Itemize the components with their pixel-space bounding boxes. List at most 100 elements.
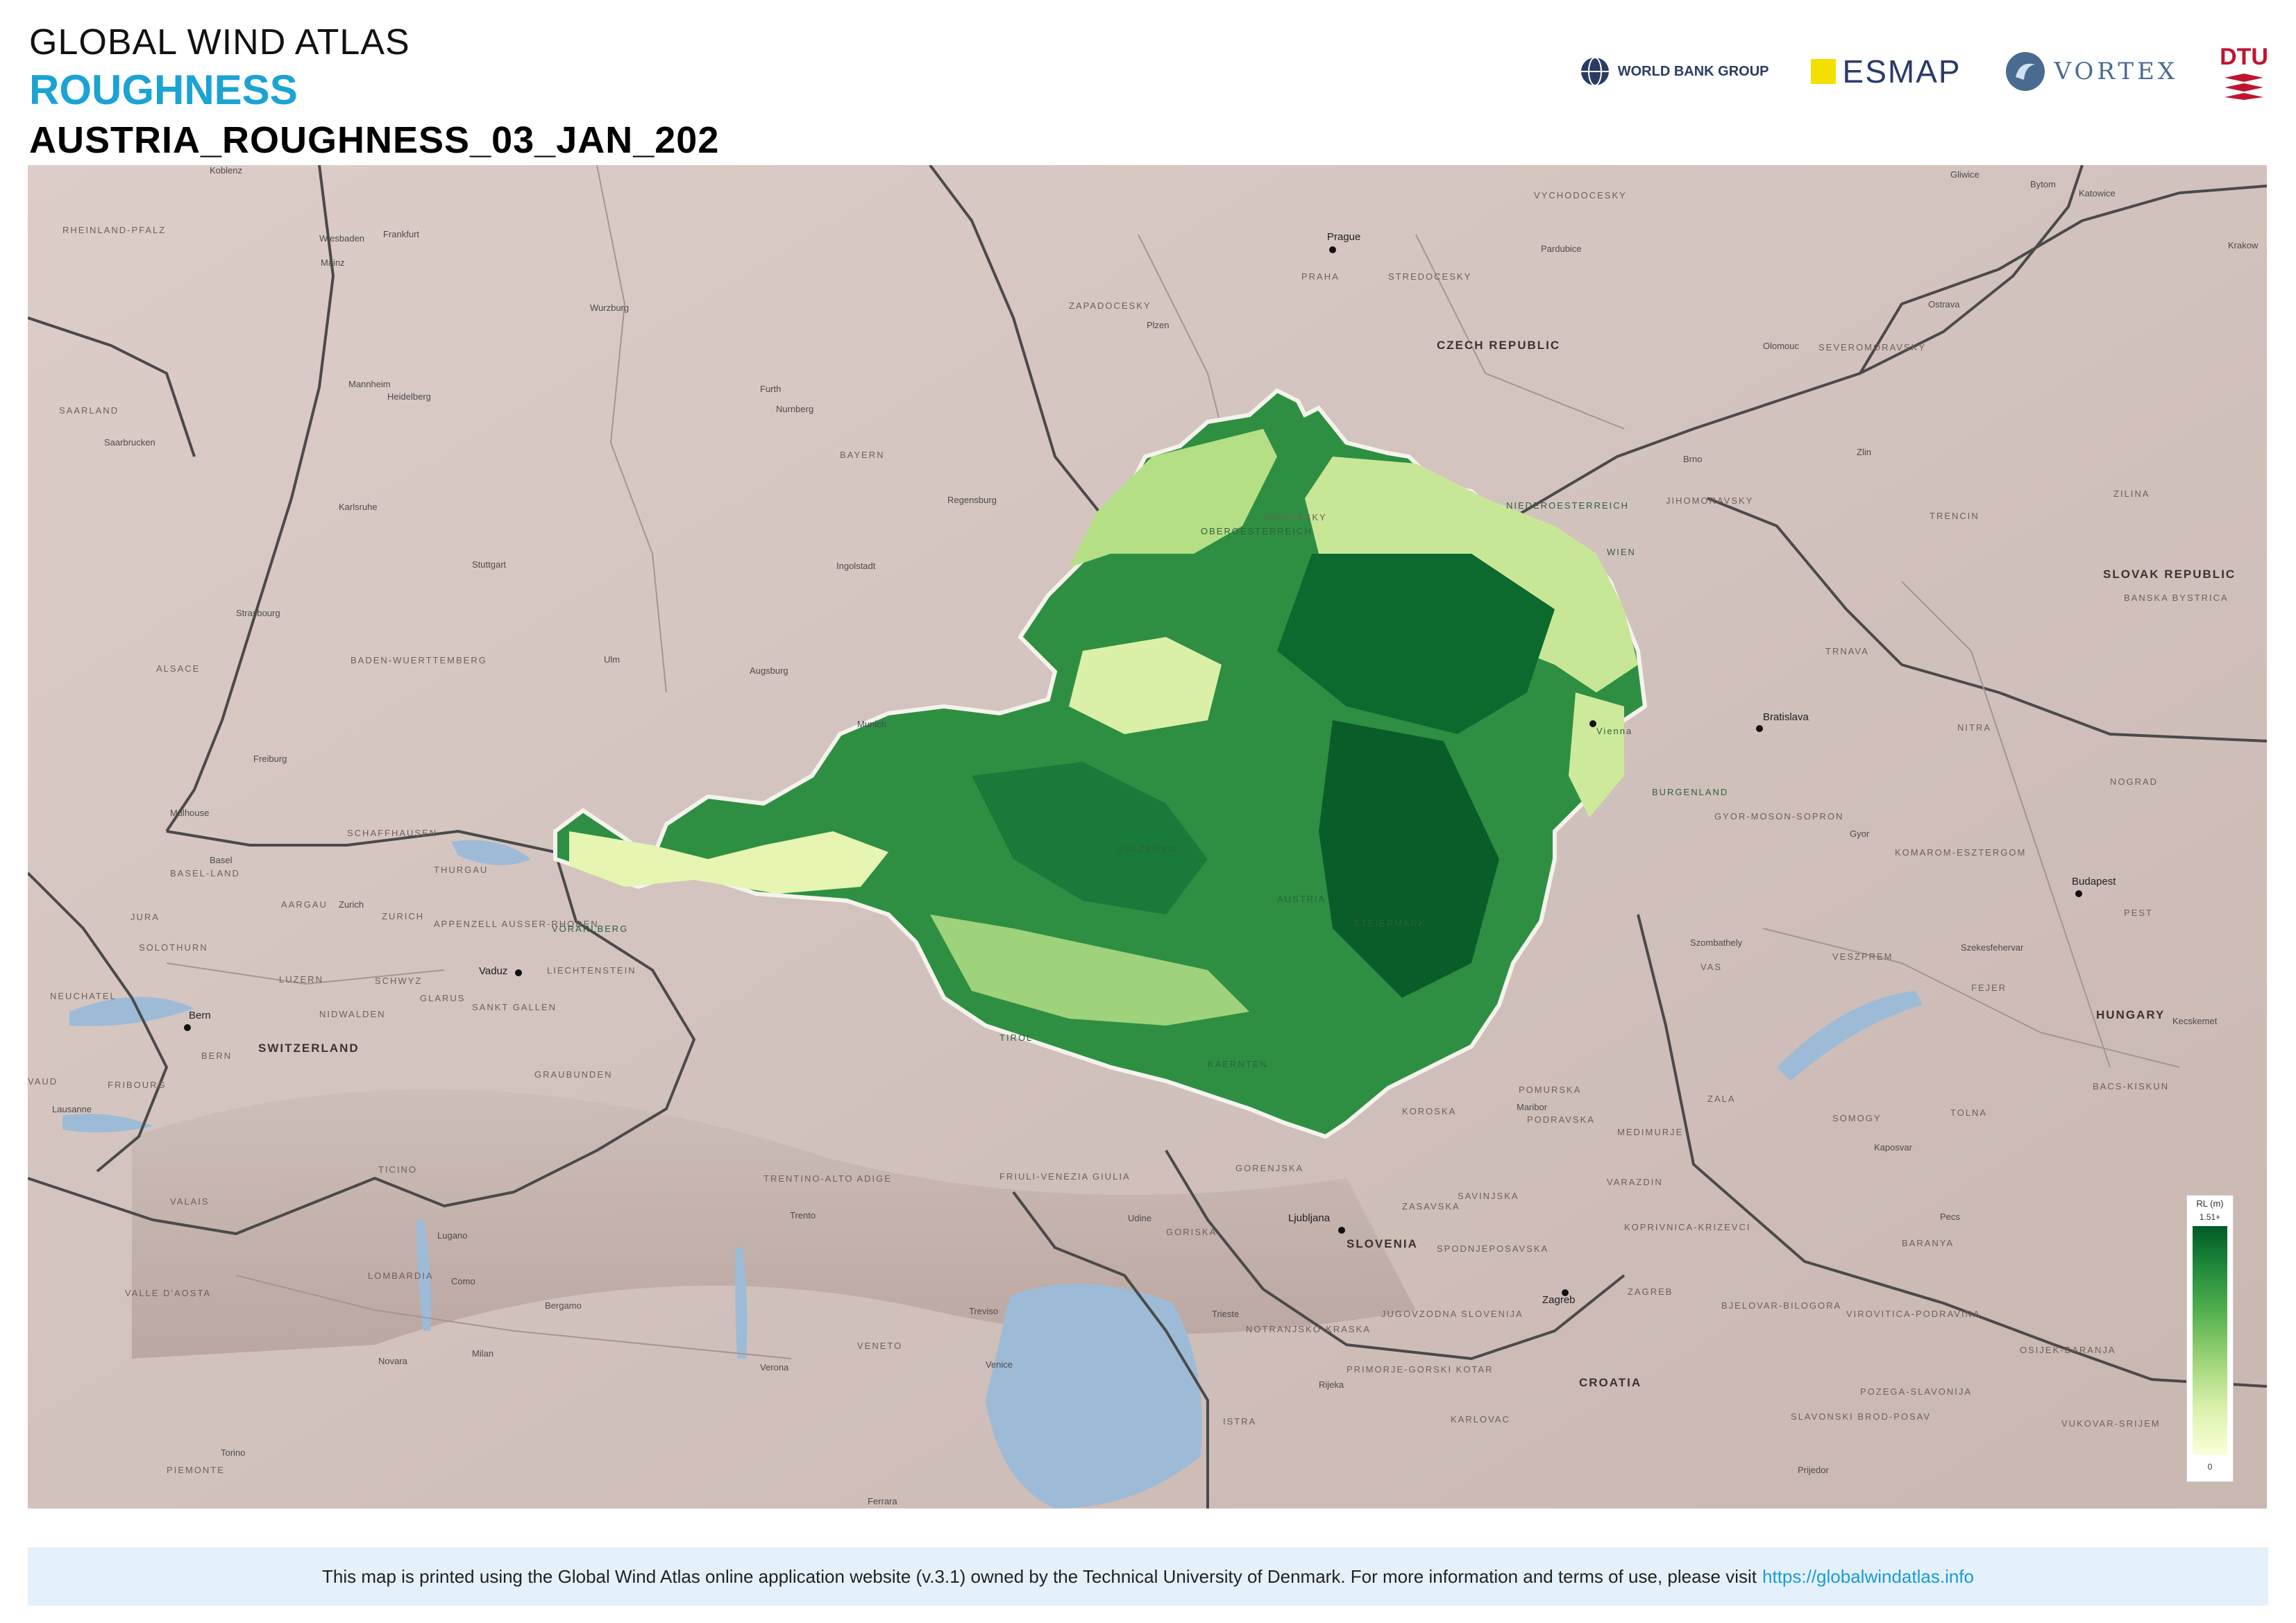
esmap-logo: ESMAP (1810, 53, 1961, 90)
label-rheinland-pfalz: RHEINLAND-PFALZ (62, 225, 166, 235)
label-virovitica-podravina: VIROVITICA-PODRAVINA (1846, 1309, 1981, 1319)
label-steiermark: STEIERMARK (1353, 918, 1426, 928)
label-szekesfehervar: Szekesfehervar (1961, 942, 2024, 953)
label-mannheim: Mannheim (348, 379, 391, 389)
marker-bern (184, 1024, 191, 1031)
label-severomoravsky: SEVEROMORAVSKY (1818, 342, 1926, 352)
label-vaduz: Vaduz (479, 965, 507, 977)
label-pardubice: Pardubice (1541, 244, 1582, 254)
label-plzen: Plzen (1147, 320, 1170, 330)
label-nurnberg: Nurnberg (776, 404, 813, 414)
label-augsburg: Augsburg (750, 665, 788, 676)
vortex-swirl-icon (2005, 52, 2045, 91)
label-oberoesterreich: OBEROESTERREICH (1201, 526, 1312, 536)
lux-border (28, 316, 196, 457)
label-vorarlberg: VORARLBERG (552, 924, 628, 934)
capital-markers (184, 246, 2082, 1296)
label-spodnjeposavska: SPODNJEPOSAVSKA (1437, 1243, 1548, 1254)
carinthia-valleys (930, 915, 1249, 1026)
label-bern-canton: BERN (201, 1051, 232, 1061)
app-title: GLOBAL WIND ATLAS (29, 22, 410, 62)
austria-roughness-layer (553, 388, 1648, 1139)
label-jihomoravsky: JIHOMORAVSKY (1666, 495, 1753, 506)
label-slovak-republic: SLOVAK REPUBLIC (2103, 568, 2236, 581)
label-osijek-baranja: OSIJEK-BARANJA (2020, 1345, 2116, 1355)
label-varazdin: VARAZDIN (1607, 1177, 1663, 1187)
label-praha: PRAHA (1301, 271, 1340, 282)
label-graubunden: GRAUBUNDEN (534, 1069, 612, 1080)
label-bytom: Bytom (2030, 179, 2056, 189)
footer-link[interactable]: https://globalwindatlas.info (1762, 1565, 1974, 1587)
label-prague: Prague (1327, 231, 1360, 243)
label-koblenz: Koblenz (210, 165, 242, 176)
label-koprivnica-krizevci: KOPRIVNICA-KRIZEVCI (1624, 1222, 1750, 1232)
label-maribor: Maribor (1517, 1102, 1548, 1112)
label-aargau: AARGAU (281, 899, 328, 910)
france-germany-border (165, 165, 335, 833)
label-wurzburg: Wurzburg (590, 303, 629, 313)
label-savinjska: SAVINJSKA (1458, 1191, 1519, 1201)
label-freiburg: Freiburg (253, 754, 287, 764)
world-bank-text: WORLD BANK GROUP (1617, 63, 1769, 79)
label-jihocesky: JIHOCESKY (1263, 512, 1327, 522)
label-mulhouse: Mulhouse (170, 808, 209, 818)
label-somogy: SOMOGY (1832, 1113, 1882, 1123)
label-bergamo: Bergamo (545, 1300, 582, 1311)
label-pecs: Pecs (1940, 1212, 1960, 1222)
label-zagreb: Zagreb (1542, 1294, 1576, 1306)
header: GLOBAL WIND ATLAS ROUGHNESS AUSTRIA_ROUG… (29, 21, 719, 164)
label-austria: AUSTRIA (1277, 894, 1326, 904)
label-valais: VALAIS (170, 1196, 210, 1207)
label-czech-republic: CZECH REPUBLIC (1437, 339, 1560, 352)
label-bacs-kiskun: BACS-KISKUN (2093, 1081, 2169, 1091)
croatia-hungary-border (1637, 914, 2267, 1388)
label-gyor: Gyor (1850, 829, 1870, 839)
label-neuchatel: NEUCHATEL (50, 991, 117, 1001)
label-wiesbaden: Wiesbaden (319, 233, 364, 244)
partner-logos: WORLD BANK GROUP ESMAP VORTEX DTU (1579, 33, 2268, 110)
footer-notice: This map is printed using the Global Win… (28, 1547, 2268, 1606)
label-gyor-moson-sopron: GYOR-MOSON-SOPRON (1714, 811, 1843, 822)
label-milan: Milan (472, 1348, 493, 1359)
label-bern: Bern (189, 1010, 211, 1021)
adriatic-sea (986, 1284, 1202, 1509)
label-saarland: SAARLAND (59, 405, 119, 416)
marker-prague (1329, 246, 1336, 253)
label-treviso: Treviso (969, 1306, 998, 1316)
label-slovenia: SLOVENIA (1347, 1237, 1418, 1250)
label-wien: WIEN (1607, 547, 1636, 557)
label-furth: Furth (760, 384, 781, 394)
transdanubia-border (1762, 928, 2180, 1068)
label-bjelovar-bilogora: BJELOVAR-BILOGORA (1721, 1300, 1841, 1311)
slovak-poland-border (1859, 185, 2267, 375)
label-baranya: BARANYA (1902, 1238, 1954, 1248)
region-labels: RHEINLAND-PFALZ SAARLAND BAYERN BADEN-WU… (28, 190, 2227, 1475)
label-lugano: Lugano (437, 1230, 467, 1241)
label-vaud: VAUD (28, 1076, 58, 1087)
label-luzern: LUZERN (279, 974, 323, 985)
map-canvas[interactable]: CZECH REPUBLIC SLOVAK REPUBLIC HUNGARY S… (28, 165, 2267, 1509)
map-view[interactable]: CZECH REPUBLIC SLOVAK REPUBLIC HUNGARY S… (28, 165, 2267, 1509)
vortex-logo: VORTEX (2003, 49, 2179, 94)
lake-constance (451, 840, 531, 865)
label-mainz: Mainz (321, 257, 345, 268)
label-zasavska: ZASAVSKA (1402, 1201, 1460, 1212)
label-koroska: KOROSKA (1402, 1106, 1456, 1116)
label-trento: Trento (790, 1210, 816, 1221)
lake-geneva (62, 1114, 153, 1132)
label-brno: Brno (1683, 454, 1702, 464)
label-fejer: FEJER (1971, 983, 2007, 993)
slovenia-italy-border (1012, 1191, 1209, 1509)
swiss-german-border (166, 830, 556, 853)
italy-region-border (235, 1275, 792, 1359)
label-slavonski-brod-posav: SLAVONSKI BROD-POSAV (1791, 1411, 1931, 1422)
label-sankt-gallen: SANKT GALLEN (472, 1002, 557, 1012)
lake-balaton (1777, 991, 1923, 1081)
footer-text: This map is printed using the Global Win… (322, 1565, 1757, 1587)
label-kaernten: KAERNTEN (1208, 1059, 1268, 1069)
label-nograd: NOGRAD (2110, 776, 2158, 787)
label-jura: JURA (130, 912, 160, 922)
label-salzburg: SALZBURG (1117, 844, 1177, 854)
label-munich: Munich (857, 719, 886, 729)
label-olomouc: Olomouc (1763, 341, 1800, 351)
